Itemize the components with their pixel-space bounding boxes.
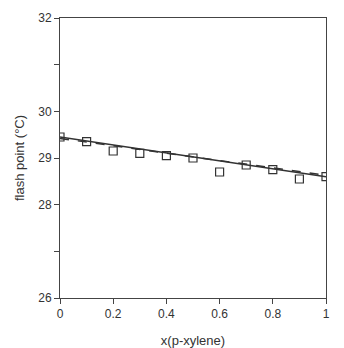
svg-text:flash point (°C): flash point (°C)	[12, 115, 27, 201]
svg-text:x(p-xylene): x(p-xylene)	[161, 333, 225, 348]
svg-text:29: 29	[38, 151, 52, 165]
svg-text:0: 0	[57, 307, 64, 321]
svg-text:0.8: 0.8	[264, 307, 281, 321]
svg-text:1: 1	[323, 307, 330, 321]
svg-text:0.2: 0.2	[105, 307, 122, 321]
svg-text:30: 30	[38, 105, 52, 119]
svg-text:28: 28	[38, 198, 52, 212]
svg-text:0.4: 0.4	[158, 307, 175, 321]
svg-text:0.6: 0.6	[211, 307, 228, 321]
svg-text:26: 26	[38, 291, 52, 305]
svg-text:32: 32	[38, 11, 52, 25]
